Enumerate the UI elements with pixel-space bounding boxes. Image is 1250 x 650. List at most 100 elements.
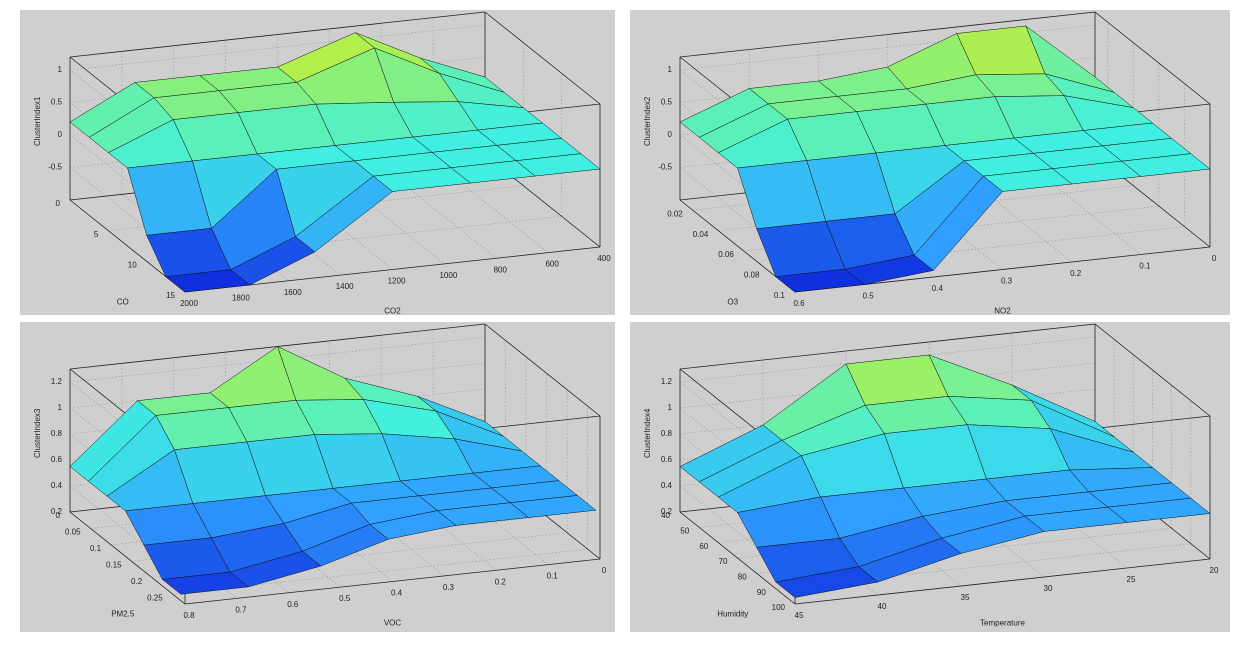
- y-tick-label: 0.3: [443, 583, 455, 592]
- x-grid-line: [775, 543, 1191, 589]
- z-tick-label: 1: [668, 65, 673, 74]
- y-axis-label: NO2: [994, 307, 1011, 316]
- y-tick-label: 0.6: [793, 299, 805, 308]
- z-tick-label: -0.5: [48, 163, 62, 172]
- y-axis-label: Temperature: [980, 619, 1025, 628]
- axis-box: [484, 323, 601, 417]
- axis-box: [69, 511, 186, 605]
- z-tick-label: 0: [668, 130, 673, 139]
- y-tick-label: 0.1: [547, 572, 559, 581]
- x-tick-label: 0.1: [90, 544, 102, 553]
- axis-box: [184, 558, 601, 605]
- y-tick-label: 0.2: [1070, 269, 1082, 278]
- axis-box: [679, 323, 1096, 370]
- z-tick-label: 1: [668, 403, 673, 412]
- y-tick-label: 20: [1210, 566, 1219, 575]
- y-tick-label: 1200: [388, 277, 406, 286]
- x-tick-label: 0: [56, 199, 61, 208]
- x-tick-label: 90: [757, 588, 766, 597]
- x-tick-label: 0: [56, 511, 61, 520]
- y-axis-label: CO2: [384, 307, 401, 316]
- x-tick-label: 80: [738, 572, 747, 581]
- y-tick-label: 1800: [232, 293, 250, 302]
- z-tick-label: 0.2: [661, 507, 673, 516]
- x-tick-label: 0.08: [744, 271, 760, 280]
- z-tick-label: 0: [58, 130, 63, 139]
- surface-face: [775, 268, 865, 293]
- y-tick-label: 0.7: [235, 605, 247, 614]
- z-tick-label: 0.6: [51, 455, 63, 464]
- axis-box: [679, 511, 796, 605]
- z-tick-label: -0.5: [658, 163, 672, 172]
- x-grid-line: [131, 515, 547, 562]
- y-tick-label: 0.4: [391, 589, 403, 598]
- x-tick-label: 0.06: [718, 250, 734, 259]
- axis-box: [1094, 11, 1211, 105]
- x-tick-label: 0.05: [65, 528, 81, 537]
- z-tick-label: 0.5: [51, 98, 63, 107]
- x-tick-label: 60: [699, 542, 708, 551]
- x-axis-label: CO: [117, 297, 129, 306]
- x-tick-label: 0.04: [693, 230, 709, 239]
- surface-plot: 0.2 0.4 0.6 0.8 1 1.2 0 0.05 0.1 0.15 0.2 0.25 0.8 0.…: [33, 323, 607, 628]
- y-tick-label: 2000: [180, 299, 198, 308]
- y-tick-label: 0.5: [863, 292, 875, 301]
- x-axis-label: PM2.5: [111, 609, 135, 618]
- z-tick-label: 0.5: [661, 98, 673, 107]
- y-tick-label: 400: [597, 254, 611, 263]
- x-axis-label: Humidity: [717, 609, 748, 618]
- x-tick-label: 0.15: [106, 560, 122, 569]
- x-grid-line: [769, 226, 1185, 272]
- x-tick-label: 5: [94, 230, 99, 239]
- axis-box: [484, 11, 601, 105]
- z-axis-label: ClusterIndex1: [33, 96, 42, 146]
- x-grid-line: [146, 216, 562, 262]
- y-tick-label: 25: [1127, 575, 1136, 584]
- x-tick-label: 15: [166, 291, 175, 300]
- surface-face: [775, 566, 879, 598]
- z-grid-line: [679, 362, 1096, 409]
- z-grid-line: [69, 336, 486, 383]
- x-tick-label: 0.02: [667, 209, 683, 218]
- z-tick-label: 1.2: [661, 377, 673, 386]
- y-tick-label: 0: [1212, 254, 1217, 263]
- x-tick-label: 0.25: [147, 593, 163, 602]
- axis-box: [69, 11, 486, 58]
- y-tick-label: 30: [1044, 584, 1053, 593]
- z-tick-label: 0.4: [661, 481, 673, 490]
- x-tick-label: 40: [661, 511, 670, 520]
- surface-plot: 0.2 0.4 0.6 0.8 1 1.2 40 50 60 70 80 90 100 45 40 35 30 2…: [643, 323, 1219, 628]
- y-tick-label: 40: [878, 602, 887, 611]
- y-tick-label: 0.3: [1001, 277, 1013, 286]
- y-tick-label: 0.5: [339, 594, 351, 603]
- x-tick-label: 50: [680, 526, 689, 535]
- z-axis-label: ClusterIndex3: [33, 408, 42, 458]
- z-axis-label: ClusterIndex2: [643, 96, 652, 146]
- y-tick-label: 1000: [439, 271, 457, 280]
- y-tick-label: 0: [602, 566, 607, 575]
- z-tick-label: 0.2: [51, 507, 63, 516]
- surface-face: [165, 269, 251, 293]
- x-tick-label: 100: [772, 603, 786, 612]
- x-tick-label: 0.2: [131, 577, 143, 586]
- y-tick-label: 1600: [284, 288, 302, 297]
- y-tick-label: 800: [494, 265, 508, 274]
- z-tick-label: 0.4: [51, 481, 63, 490]
- x-grid-line: [108, 185, 524, 231]
- z-tick-label: 1.2: [51, 377, 63, 386]
- y-tick-label: 0.1: [1139, 262, 1151, 271]
- z-grid-line: [69, 362, 486, 409]
- axis-box: [794, 558, 1211, 605]
- z-grid-line: [69, 24, 486, 71]
- y-tick-label: 35: [961, 593, 970, 602]
- axis-box: [184, 246, 601, 293]
- y-tick-label: 600: [545, 260, 559, 269]
- z-tick-label: 0.8: [51, 429, 63, 438]
- z-tick-label: 0.6: [661, 455, 673, 464]
- y-tick-label: 0.6: [287, 600, 299, 609]
- x-grid-line: [172, 548, 588, 595]
- y-tick-label: 45: [795, 611, 804, 620]
- surface-plot: -0.500.510510152000180016001400120010008…: [33, 11, 611, 316]
- z-tick-label: 1: [58, 65, 63, 74]
